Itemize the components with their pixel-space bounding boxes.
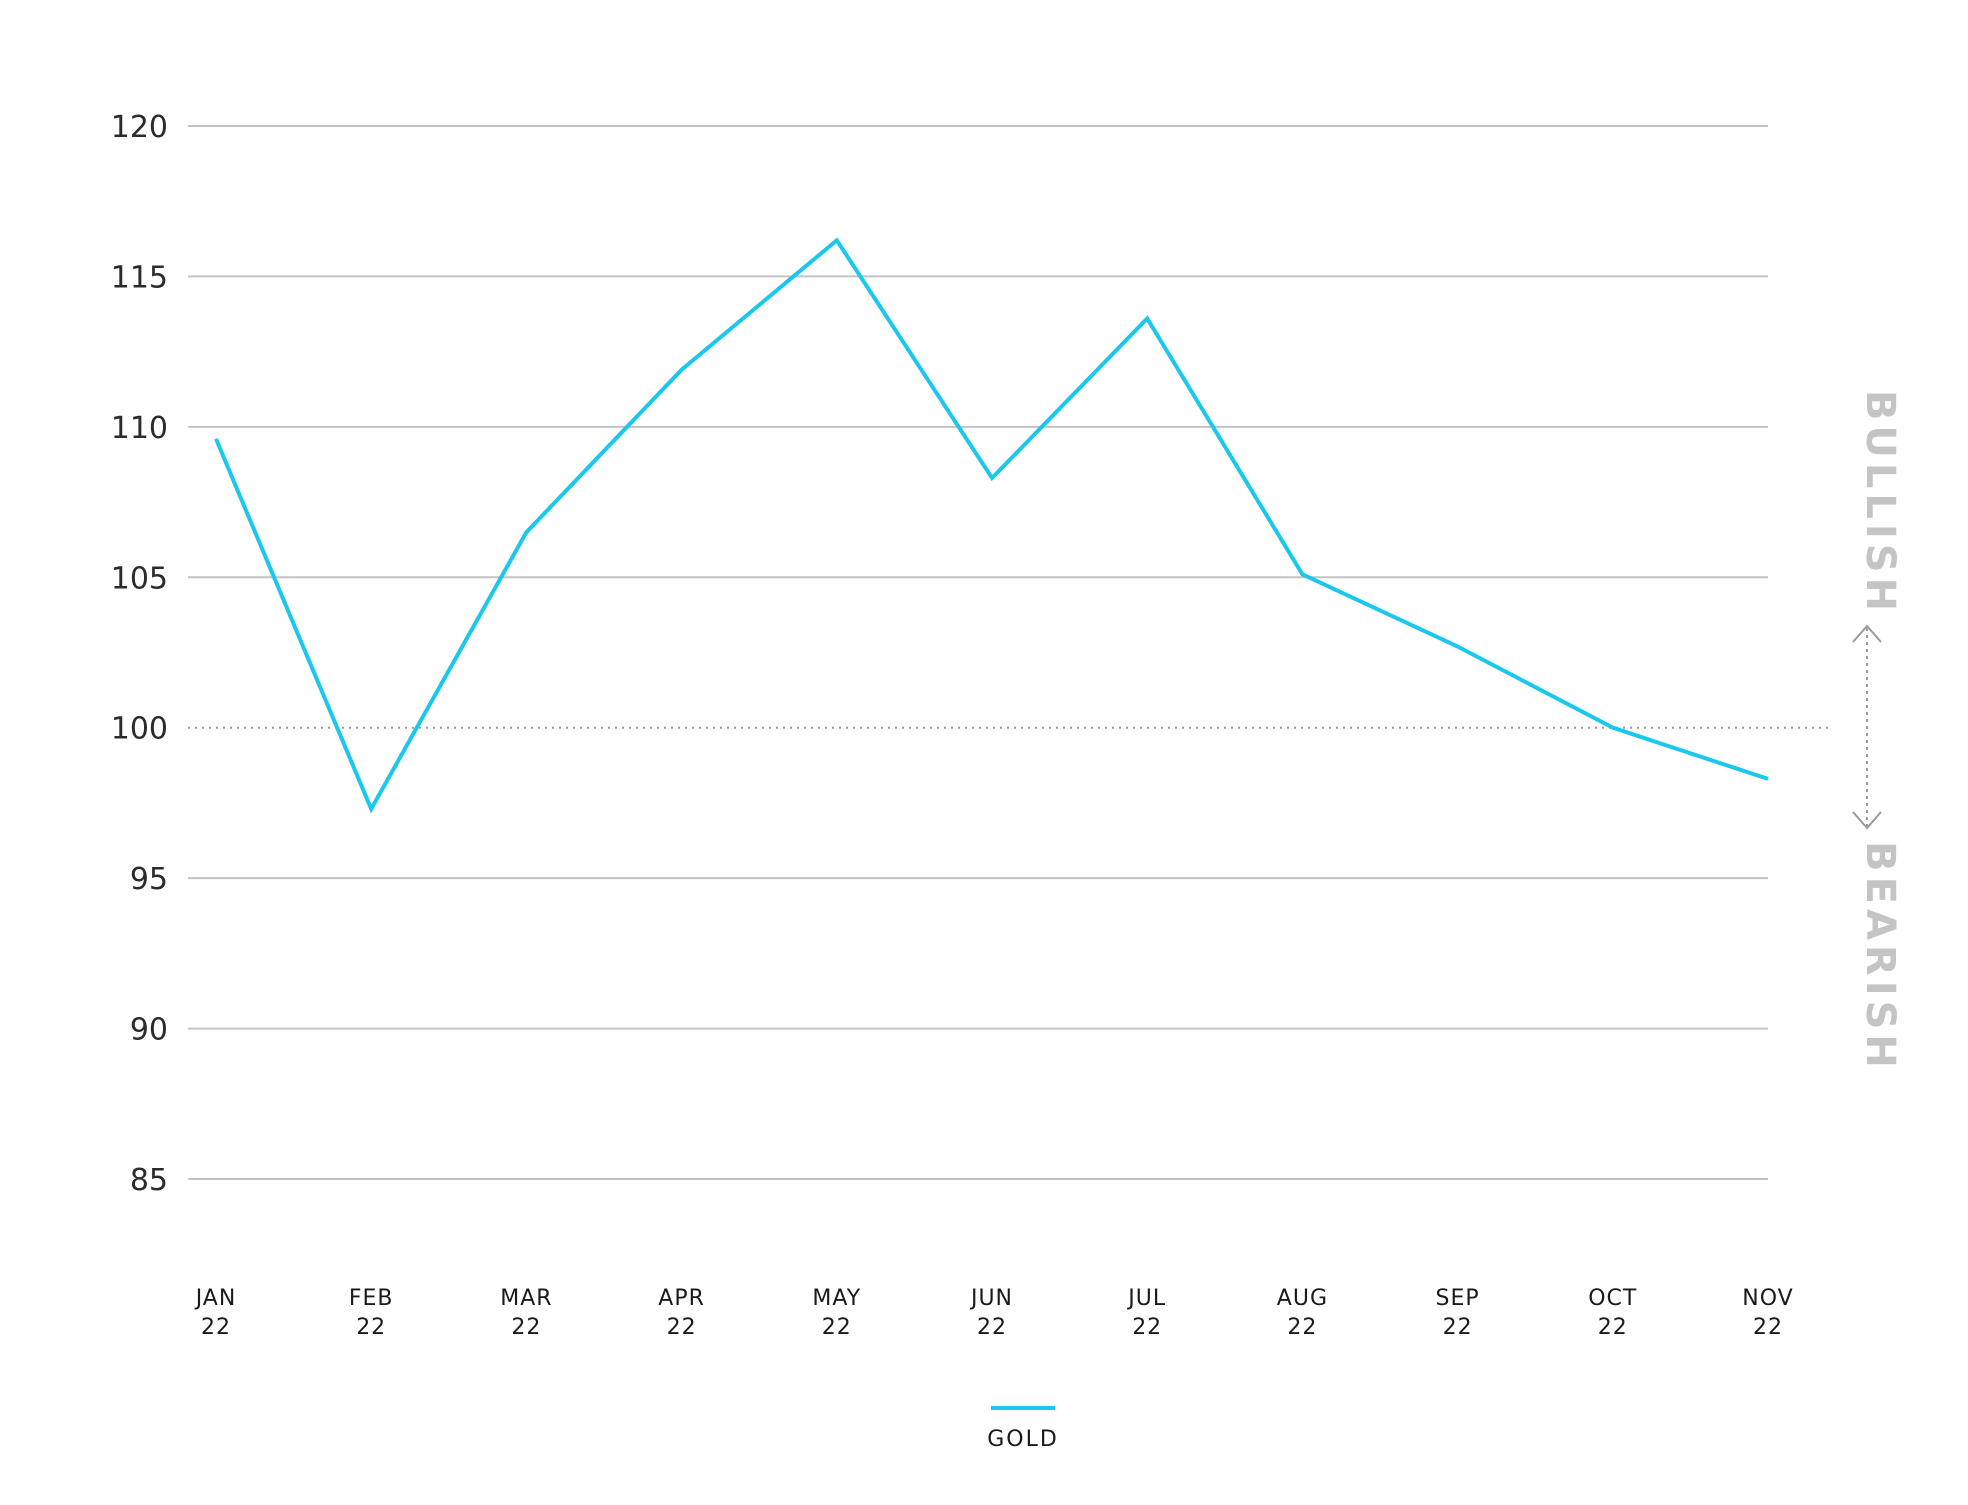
- x-tick-label: MAR 22: [500, 1286, 552, 1340]
- bullish-label: BULLISH: [1857, 390, 1903, 616]
- sentiment-indicator: BULLISH BEARISH: [1852, 390, 1903, 1073]
- x-tick-label: JAN 22: [194, 1286, 237, 1340]
- x-tick-label: SEP 22: [1436, 1286, 1480, 1340]
- x-tick-label: AUG 22: [1277, 1286, 1328, 1340]
- y-tick-label: 120: [111, 110, 168, 145]
- series-line-gold: [214, 237, 1769, 814]
- x-tick-label: JUL 22: [1126, 1286, 1166, 1340]
- x-tick-label: MAY 22: [812, 1286, 861, 1340]
- x-tick-label: APR 22: [658, 1286, 705, 1340]
- arrow-up-icon: [1852, 624, 1882, 643]
- grid-lines: [188, 125, 1830, 1180]
- y-tick-label: 95: [130, 862, 168, 897]
- y-tick-label: 115: [111, 260, 168, 295]
- y-tick-label: 105: [111, 561, 168, 596]
- x-tick-label: JUN 22: [969, 1286, 1013, 1340]
- x-axis-tick-labels: JAN 22 FEB 22 MAR 22 APR 22 MAY 22 JUN 22 JUL 22 AUG 22…: [194, 1286, 1793, 1340]
- y-tick-label: 90: [130, 1013, 168, 1048]
- x-tick-label: OCT 22: [1588, 1286, 1637, 1340]
- x-tick-label: NOV 22: [1742, 1286, 1793, 1340]
- y-axis-tick-labels: 85 90 95 100 105 110 115 120: [111, 110, 168, 1198]
- y-tick-label: 100: [111, 712, 168, 747]
- bearish-label: BEARISH: [1857, 841, 1903, 1073]
- series-lines: [214, 237, 1769, 814]
- x-tick-label: FEB 22: [349, 1286, 394, 1340]
- y-tick-label: 110: [111, 411, 168, 446]
- arrow-down-icon: [1852, 811, 1882, 830]
- legend: GOLD: [987, 1406, 1059, 1452]
- y-tick-label: 85: [130, 1163, 168, 1198]
- legend-label-gold: GOLD: [987, 1427, 1059, 1452]
